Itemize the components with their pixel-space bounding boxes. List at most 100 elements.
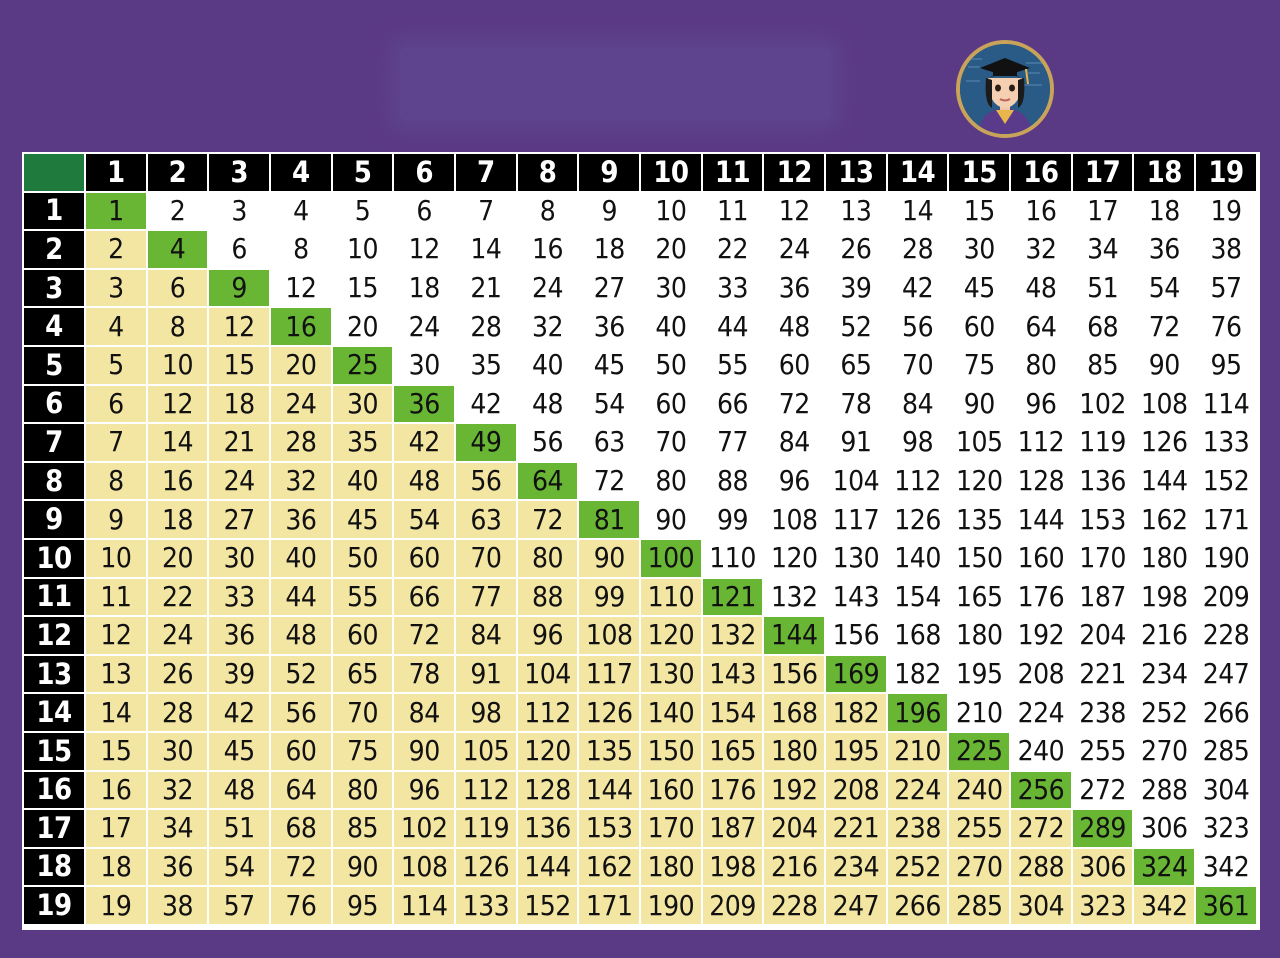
product-cell: 6 <box>394 192 455 230</box>
square-cell: 289 <box>1072 810 1133 847</box>
product-cell: 52 <box>271 655 331 693</box>
product-cell: 48 <box>1011 269 1071 307</box>
product-cell: 66 <box>702 385 763 423</box>
product-cell: 16 <box>86 771 146 809</box>
product-cell: 21 <box>209 424 270 461</box>
product-cell: 140 <box>641 694 701 731</box>
product-cell: 12 <box>394 231 455 268</box>
product-cell: 48 <box>271 617 331 654</box>
product-cell: 208 <box>826 771 886 809</box>
square-cell: 225 <box>949 732 1010 770</box>
product-cell: 234 <box>826 848 886 886</box>
product-cell: 56 <box>456 462 516 500</box>
product-cell: 14 <box>456 231 516 268</box>
square-cell: 1 <box>86 192 146 230</box>
product-cell: 10 <box>641 192 701 230</box>
column-header: 14 <box>887 154 948 191</box>
product-cell: 104 <box>517 655 578 693</box>
product-cell: 182 <box>887 655 948 693</box>
product-cell: 135 <box>579 732 640 770</box>
product-cell: 21 <box>456 269 516 307</box>
product-cell: 112 <box>456 771 516 809</box>
product-cell: 63 <box>579 424 640 461</box>
product-cell: 130 <box>826 539 886 577</box>
product-cell: 16 <box>147 462 208 500</box>
product-cell: 152 <box>517 887 578 924</box>
product-cell: 216 <box>1134 617 1195 654</box>
row-header: 8 <box>24 462 84 500</box>
product-cell: 128 <box>1011 462 1071 500</box>
product-cell: 154 <box>702 694 763 731</box>
product-cell: 4 <box>86 308 146 345</box>
product-cell: 255 <box>1072 732 1133 770</box>
product-cell: 165 <box>702 732 763 770</box>
product-cell: 19 <box>1196 192 1256 230</box>
product-cell: 171 <box>579 887 640 924</box>
product-cell: 108 <box>764 501 825 538</box>
product-cell: 117 <box>579 655 640 693</box>
product-cell: 143 <box>826 578 886 616</box>
product-cell: 108 <box>579 617 640 654</box>
table-row: 12 12 24 36 48 60 72 84 96 108 120 132 144 156 168 180 1… <box>24 617 1256 654</box>
product-cell: 70 <box>887 346 948 384</box>
product-cell: 32 <box>147 771 208 809</box>
product-cell: 35 <box>456 346 516 384</box>
product-cell: 27 <box>209 501 270 538</box>
product-cell: 210 <box>949 694 1010 731</box>
product-cell: 80 <box>517 539 578 577</box>
product-cell: 156 <box>826 617 886 654</box>
product-cell: 10 <box>332 231 393 268</box>
product-cell: 144 <box>517 848 578 886</box>
product-cell: 72 <box>394 617 455 654</box>
product-cell: 209 <box>702 887 763 924</box>
product-cell: 105 <box>949 424 1010 461</box>
product-cell: 224 <box>887 771 948 809</box>
product-cell: 126 <box>456 848 516 886</box>
product-cell: 36 <box>209 617 270 654</box>
table-row: 8 8 16 24 32 40 48 56 64 72 80 88 96 104 112 120 128 136 1… <box>24 462 1256 500</box>
product-cell: 162 <box>1134 501 1195 538</box>
product-cell: 238 <box>887 810 948 847</box>
row-header: 1 <box>24 192 84 230</box>
product-cell: 56 <box>271 694 331 731</box>
product-cell: 221 <box>826 810 886 847</box>
product-cell: 72 <box>764 385 825 423</box>
product-cell: 153 <box>1072 501 1133 538</box>
table-row: 18 18 36 54 72 90 108 126 144 162 180 198 216 234 252 2… <box>24 848 1256 886</box>
product-cell: 3 <box>86 269 146 307</box>
product-cell: 126 <box>579 694 640 731</box>
product-cell: 252 <box>887 848 948 886</box>
product-cell: 88 <box>517 578 578 616</box>
product-cell: 34 <box>1072 231 1133 268</box>
product-cell: 38 <box>147 887 208 924</box>
square-cell: 64 <box>517 462 578 500</box>
product-cell: 40 <box>332 462 393 500</box>
product-cell: 192 <box>1011 617 1071 654</box>
product-cell: 48 <box>764 308 825 345</box>
product-cell: 14 <box>887 192 948 230</box>
table-row: 19 19 38 57 76 95 114 133 152 171 190 209 228 247 266 2… <box>24 887 1256 924</box>
column-header: 13 <box>826 154 886 191</box>
product-cell: 150 <box>949 539 1010 577</box>
product-cell: 60 <box>271 732 331 770</box>
column-header: 11 <box>702 154 763 191</box>
product-cell: 98 <box>456 694 516 731</box>
table-row: 2 2 4 6 8 10 12 14 16 18 20 22 24 26 28 30 32 34 36 38 <box>24 231 1256 268</box>
product-cell: 50 <box>641 346 701 384</box>
product-cell: 60 <box>332 617 393 654</box>
product-cell: 33 <box>702 269 763 307</box>
product-cell: 72 <box>271 848 331 886</box>
product-cell: 240 <box>1011 732 1071 770</box>
product-cell: 52 <box>826 308 886 345</box>
product-cell: 70 <box>332 694 393 731</box>
product-cell: 144 <box>579 771 640 809</box>
product-cell: 154 <box>887 578 948 616</box>
row-header: 2 <box>24 231 84 268</box>
product-cell: 24 <box>394 308 455 345</box>
product-cell: 77 <box>456 578 516 616</box>
product-cell: 57 <box>209 887 270 924</box>
product-cell: 64 <box>1011 308 1071 345</box>
product-cell: 45 <box>209 732 270 770</box>
table-row: 17 17 34 51 68 85 102 119 136 153 170 187 204 221 238 2… <box>24 810 1256 847</box>
product-cell: 272 <box>1011 810 1071 847</box>
